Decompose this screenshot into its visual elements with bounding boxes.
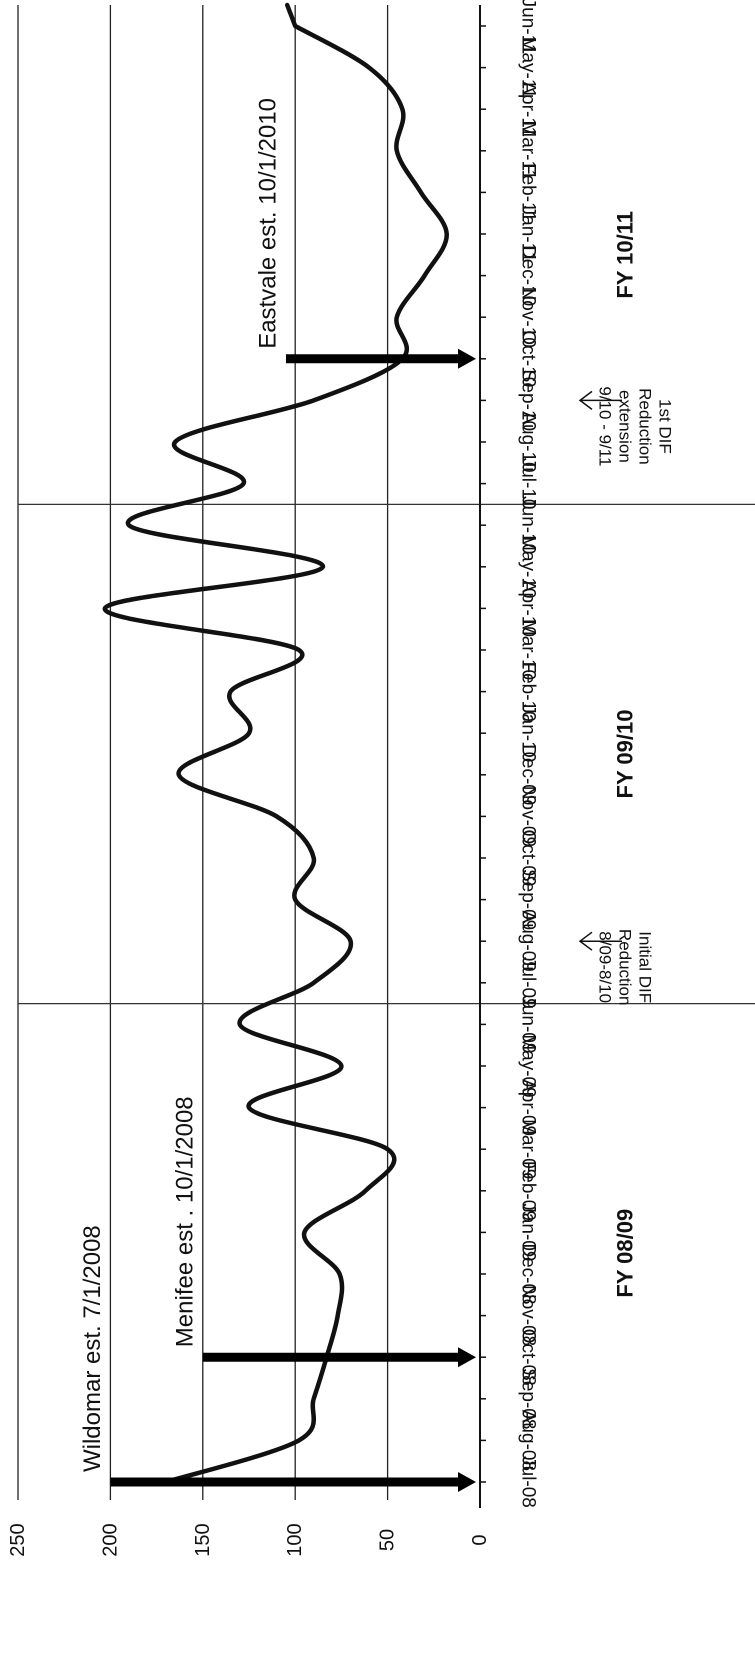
dif-note-line: Initial DIF [636,931,655,1003]
fiscal-year-label: FY 09/10 [613,710,638,799]
dif-note-arrow-head [578,931,593,951]
month-tick-label: Jan-11 [518,206,539,263]
month-tick-label: Jul-08 [518,1456,539,1508]
annotation-arrow-head [458,1472,476,1492]
month-tick-label: Sep-09 [518,869,539,930]
month-tick-label: Jan-10 [518,704,539,762]
value-tick-label: 50 [377,1529,399,1551]
value-tick-label: 100 [284,1523,306,1556]
month-tick-label: May-10 [518,535,539,598]
month-tick-label: Nov-08 [518,1285,539,1346]
value-tick-label: 0 [469,1534,491,1545]
month-tick-label: Dec-09 [518,744,539,805]
fiscal-year-labels: FY 08/09 FY 09/10 FY 10/11 [613,211,638,1298]
month-tick-label: Aug-10 [518,411,539,472]
month-tick-label: May-11 [518,37,539,99]
dif-note-line: Reduction [636,388,655,465]
annotation-label: Eastvale est. 10/1/2010 [254,98,281,349]
annotation-arrow-head [458,1347,476,1368]
value-tick-label: 250 [7,1523,29,1556]
month-tick-label: Oct-10 [518,330,539,387]
month-tick-label: Aug-08 [518,1410,539,1471]
month-tick-label: Jun-11 [518,0,539,54]
month-tick-label: Sep-10 [518,370,539,431]
month-tick-label: Nov-10 [518,287,539,348]
annotation-arrow-head [458,348,476,369]
fiscal-year-label: FY 10/11 [613,211,638,299]
series-line-path [102,2,449,1485]
month-tick-label: Jun-10 [518,496,539,554]
value-tick-label: 150 [192,1523,214,1556]
month-tick-label: Feb-11 [518,163,539,222]
month-tick-label: Aug-09 [518,911,539,972]
dif-note-arrow-head [578,390,593,410]
annotation-label: Menifee est . 10/1/2008 [171,1096,198,1347]
dif-note-line: extension [616,390,635,463]
month-tick-label: Apr-10 [518,580,539,637]
value-tick-labels: 0 50 100 150 200 250 [7,1523,491,1556]
month-tick-label: Mar-09 [518,1119,539,1179]
month-tick-label: Jul-09 [518,957,539,1009]
month-tick-label: Dec-10 [518,245,539,306]
dif-note-line: Reduction [616,929,635,1006]
month-tick-label: Feb-10 [518,661,539,721]
month-tick-label: May-09 [518,1034,539,1097]
month-tick-label: Dec-08 [518,1243,539,1304]
annotation-label: Wildomar est. 7/1/2008 [79,1225,106,1472]
dif-note-line: 9/10 - 9/11 [596,386,615,466]
annotations: Wildomar est. 7/1/2008 Menifee est . 10/1… [79,98,476,1492]
month-tick-label: Apr-11 [518,81,539,137]
month-tick-label: Jul-10 [518,458,539,510]
series-line [102,2,449,1485]
fiscal-year-dividers [18,503,755,1005]
dif-note-line: 8/09-8/10 [596,931,615,1003]
month-tick-label: Sep-08 [518,1368,539,1429]
dif-note-line: 1st DIF [656,399,675,454]
month-tick-label: Mar-10 [518,620,539,680]
value-tick-label: 200 [99,1523,121,1556]
month-tick-label: Mar-11 [518,121,539,180]
month-tick-label: Jun-09 [518,995,539,1053]
value-axis [479,5,486,1508]
fiscal-year-label: FY 08/09 [613,1209,638,1298]
month-tick-label: Feb-09 [518,1161,539,1221]
month-tick-label: Nov-09 [518,786,539,847]
month-tick-label: Oct-09 [518,829,539,886]
month-tick-label: Oct-08 [518,1329,539,1386]
month-tick-label: Apr-09 [518,1079,539,1136]
month-tick-label: Jan-09 [518,1203,539,1261]
month-tick-labels: Jul-08Aug-08Sep-08Oct-08Nov-08Dec-08Jan-… [518,0,539,1508]
